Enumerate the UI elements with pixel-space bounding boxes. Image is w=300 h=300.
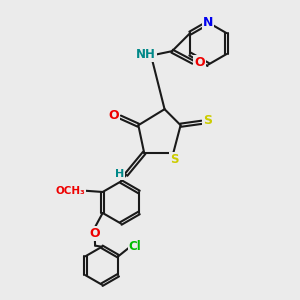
Text: Cl: Cl (129, 240, 141, 254)
Text: OCH₃: OCH₃ (55, 185, 85, 196)
Text: O: O (194, 56, 205, 69)
Text: N: N (203, 16, 214, 29)
Text: O: O (109, 109, 119, 122)
Text: S: S (203, 114, 212, 127)
Text: S: S (170, 153, 178, 166)
Text: NH: NH (136, 48, 156, 61)
Text: H: H (115, 169, 124, 179)
Text: O: O (89, 227, 100, 240)
